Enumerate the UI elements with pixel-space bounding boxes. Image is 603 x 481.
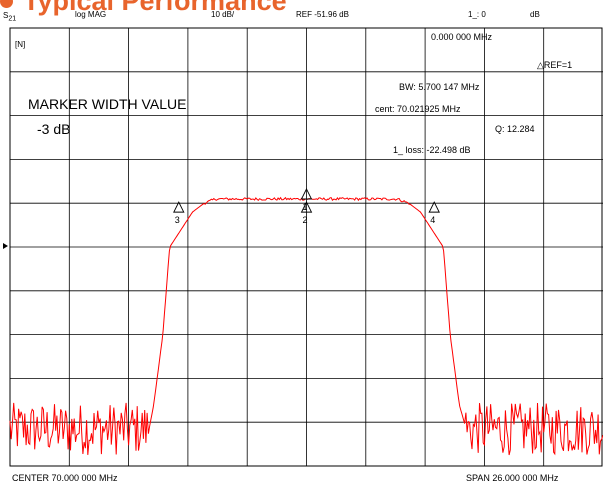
marker-width-label: MARKER WIDTH VALUE xyxy=(28,96,186,112)
slide-title-text: Typical Performance xyxy=(23,0,287,16)
marker-unit-label: dB xyxy=(530,10,540,19)
param-name: S xyxy=(3,11,9,20)
marker-triangle-icon xyxy=(428,201,440,213)
center-readout: cent: 70.021925 MHz xyxy=(375,104,461,114)
param-label: S21 xyxy=(3,11,16,24)
analyzer-header: S21 log MAG 10 dB/ REF -51.96 dB 1_: 0 d… xyxy=(0,10,603,28)
marker-number: 4 xyxy=(430,215,435,225)
chart-markers: 1 2 3 4 xyxy=(173,187,440,225)
scale-label: 10 dB/ xyxy=(211,10,235,19)
bandwidth-readout: BW: 5.700 147 MHz xyxy=(399,82,480,92)
marker-frequency: 0.000 000 MHz xyxy=(431,32,493,42)
slide-title: Typical Performance xyxy=(0,0,287,16)
loss-readout: 1_ loss: -22.498 dB xyxy=(393,145,471,155)
title-bullet-icon xyxy=(0,0,13,8)
marker-triangle-icon xyxy=(300,201,313,213)
marker-number: 1 xyxy=(303,202,308,212)
ref-level-label: REF -51.96 dB xyxy=(296,10,349,19)
format-label: log MAG xyxy=(75,10,107,19)
marker-id-label: 1_: 0 xyxy=(468,10,486,19)
ref-marker-label: △REF=1 xyxy=(537,60,572,70)
channel-corner-label: [N] xyxy=(15,40,25,49)
ref-pointer-icon xyxy=(3,243,8,249)
marker-triangle-icon xyxy=(300,187,313,200)
span-label: SPAN 26.000 000 MHz xyxy=(466,473,559,481)
q-readout: Q: 12.284 xyxy=(495,124,535,134)
marker-number: 3 xyxy=(175,215,180,225)
center-frequency-label: CENTER 70.000 000 MHz xyxy=(12,473,118,481)
param-subscript: 21 xyxy=(8,15,17,23)
chart-grid xyxy=(9,27,603,467)
marker-width-value: -3 dB xyxy=(37,121,70,137)
marker-number: 2 xyxy=(303,215,308,225)
marker-triangle-icon xyxy=(173,201,185,213)
